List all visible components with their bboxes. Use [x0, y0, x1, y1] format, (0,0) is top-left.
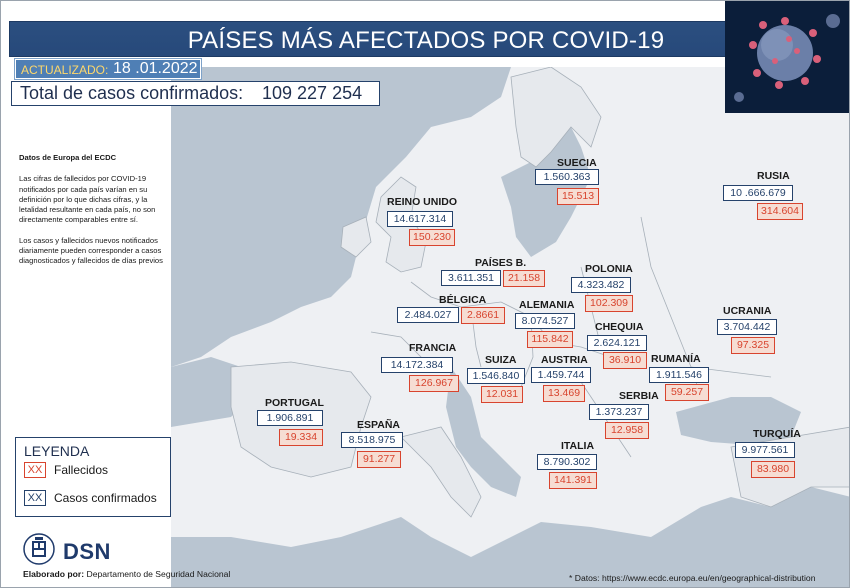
deaths-value: 83.980 — [751, 461, 795, 478]
updated-value: 18 .01.2022 — [113, 60, 198, 77]
cases-value: 3.611.351 — [441, 270, 501, 286]
deaths-value: 19.334 — [279, 429, 323, 446]
country-name: REINO UNIDO — [387, 196, 458, 208]
updated-date: ACTUALIZADO: 18 .01.2022 — [15, 59, 201, 79]
country-name: SERBIA — [619, 390, 659, 402]
legend-deaths-swatch: XX — [24, 462, 46, 478]
deaths-value: 13.469 — [543, 385, 585, 402]
legend: LEYENDA XX Fallecidos XX Casos confirmad… — [15, 437, 171, 517]
notes-paragraph-2: Los casos y fallecidos nuevos notificado… — [19, 235, 163, 266]
deaths-value: 150.230 — [409, 229, 455, 246]
notes-panel: Datos de Europa del ECDC Las cifras de f… — [19, 153, 167, 277]
cases-value: 1.459.744 — [531, 367, 591, 383]
country-name: TURQUÍA — [753, 428, 801, 440]
legend-title: LEYENDA — [24, 443, 90, 459]
country-name: SUECIA — [557, 157, 597, 169]
country-name: CHEQUIA — [595, 321, 644, 333]
deaths-value: 59.257 — [665, 384, 709, 401]
country-name: ESPAÑA — [357, 419, 400, 431]
country-name: PAÍSES B. — [475, 257, 527, 269]
legend-cases-label: Casos confirmados — [54, 491, 157, 505]
data-source: * Datos: https://www.ecdc.europa.eu/en/g… — [569, 573, 816, 583]
deaths-value: 102.309 — [585, 295, 633, 312]
deaths-value: 15.513 — [557, 188, 599, 205]
notes-title: Datos de Europa del ECDC — [19, 153, 117, 162]
total-cases-box: Total de casos confirmados: 109 227 254 — [11, 81, 380, 106]
deaths-value: 115.842 — [527, 331, 573, 348]
cases-value: 1.911.546 — [649, 367, 709, 383]
deaths-value: 12.958 — [605, 422, 649, 439]
credits-value: Departamento de Seguridad Nacional — [86, 569, 231, 579]
cases-value: 3.704.442 — [717, 319, 777, 335]
cases-value: 14.617.314 — [387, 211, 453, 227]
cases-value: 4.323.482 — [571, 277, 631, 293]
country-name: FRANCIA — [409, 342, 457, 354]
deaths-value: 2.8661 — [461, 307, 505, 324]
cases-value: 8.074.527 — [515, 313, 575, 329]
cases-value: 10 .666.679 — [723, 185, 793, 201]
cases-value: 14.172.384 — [381, 357, 453, 373]
deaths-value: 36.910 — [603, 352, 647, 369]
coat-of-arms-icon — [23, 533, 55, 565]
country-name: RUMANÍA — [651, 353, 701, 365]
updated-label: ACTUALIZADO: — [21, 63, 109, 77]
cases-value: 8.518.975 — [341, 432, 403, 448]
country-name: ALEMANIA — [519, 299, 575, 311]
dsn-logo: DSN — [23, 533, 123, 567]
cases-value: 8.790.302 — [537, 454, 597, 470]
cases-value: 1.906.891 — [257, 410, 323, 426]
page-title: PAÍSES MÁS AFECTADOS POR COVID-19 — [187, 27, 665, 54]
country-name: PORTUGAL — [265, 397, 324, 409]
logo-text: DSN — [63, 539, 111, 564]
cases-value: 1.373.237 — [589, 404, 649, 420]
virus-illustration — [725, 1, 849, 113]
country-name: RUSIA — [757, 170, 790, 182]
cases-value: 1.560.363 — [535, 169, 599, 185]
deaths-value: 126.967 — [409, 375, 459, 392]
notes-paragraph-1: Las cifras de fallecidos por COVID-19 no… — [19, 174, 156, 225]
title-bar: PAÍSES MÁS AFECTADOS POR COVID-19 — [9, 21, 843, 57]
country-name: BÉLGICA — [439, 294, 487, 306]
credits: Elaborado por: Departamento de Seguridad… — [23, 569, 230, 579]
cases-value: 9.977.561 — [735, 442, 795, 458]
country-name: ITALIA — [561, 440, 595, 452]
cases-value: 2.624.121 — [587, 335, 647, 351]
legend-deaths-label: Fallecidos — [54, 463, 109, 477]
total-cases-value: 109 227 254 — [262, 83, 363, 103]
deaths-value: 91.277 — [357, 451, 401, 468]
deaths-value: 314.604 — [757, 203, 803, 220]
cases-value: 2.484.027 — [397, 307, 459, 323]
legend-cases-swatch: XX — [24, 490, 46, 506]
country-name: POLONIA — [585, 263, 633, 275]
cases-value: 1.546.840 — [467, 368, 525, 384]
credits-label: Elaborado por: — [23, 569, 85, 579]
deaths-value: 97.325 — [731, 337, 775, 354]
country-name: SUIZA — [485, 354, 517, 366]
deaths-value: 141.391 — [549, 472, 597, 489]
deaths-value: 12.031 — [481, 386, 523, 403]
deaths-value: 21.158 — [503, 270, 545, 287]
country-name: AUSTRIA — [541, 354, 588, 366]
country-name: UCRANIA — [723, 305, 772, 317]
total-cases-label: Total de casos confirmados: — [20, 83, 244, 103]
